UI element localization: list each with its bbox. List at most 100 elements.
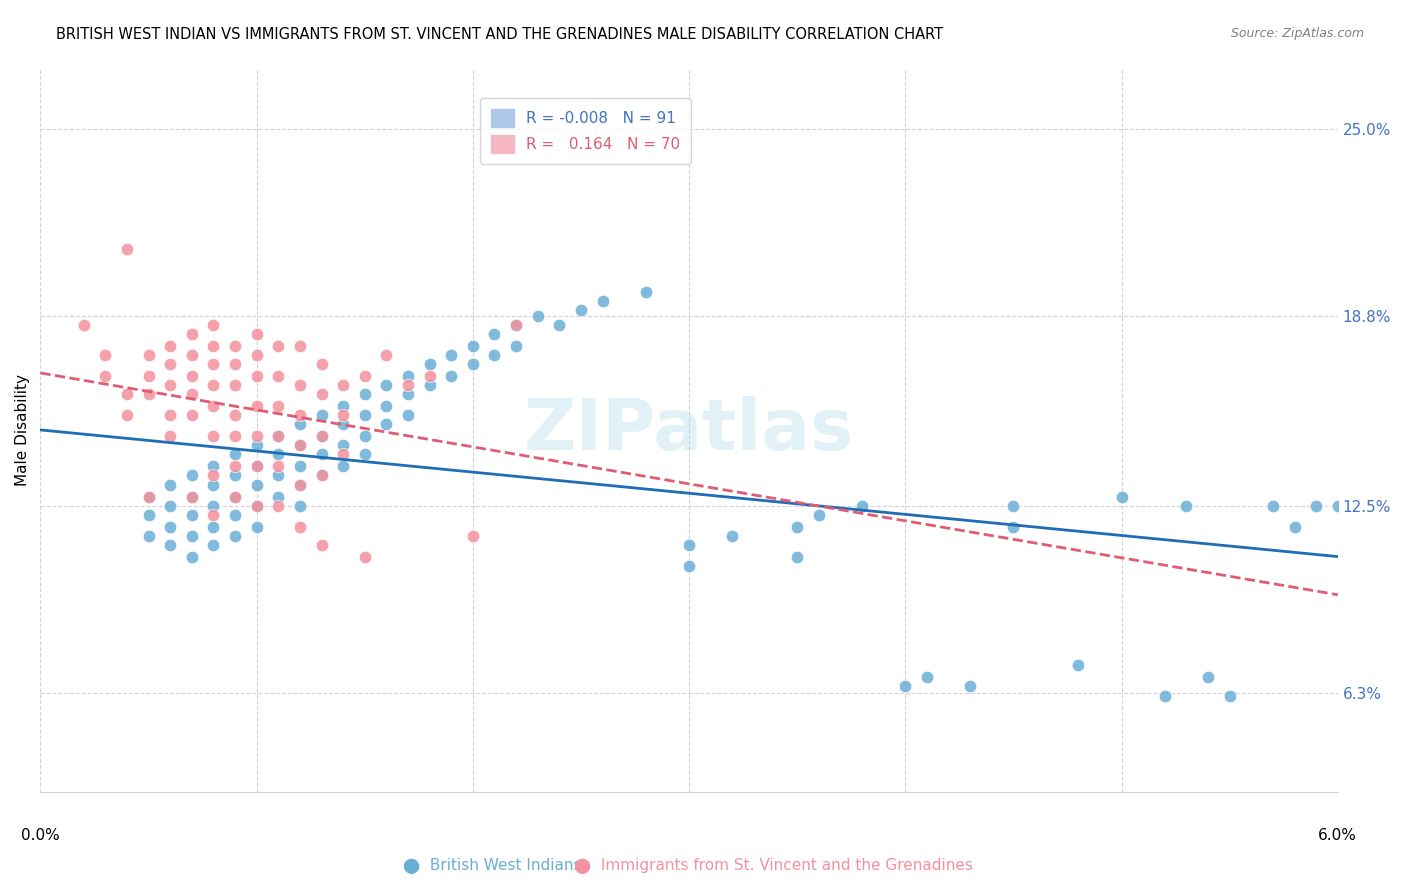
Point xyxy=(159,499,181,513)
Point xyxy=(159,538,181,552)
Point xyxy=(138,369,160,384)
Point xyxy=(202,318,225,332)
Point xyxy=(202,477,225,491)
Point xyxy=(461,357,484,371)
Point xyxy=(246,499,269,513)
Point xyxy=(246,459,269,474)
Point xyxy=(138,387,160,401)
Point xyxy=(353,447,375,461)
Point xyxy=(224,429,246,443)
Point xyxy=(332,459,354,474)
Point xyxy=(332,408,354,422)
Point xyxy=(526,309,548,323)
Point xyxy=(115,408,138,422)
Point xyxy=(202,499,225,513)
Point xyxy=(202,468,225,483)
Point xyxy=(202,339,225,353)
Point xyxy=(548,318,571,332)
Point xyxy=(159,429,181,443)
Point xyxy=(246,348,269,362)
Point xyxy=(311,429,333,443)
Point xyxy=(353,408,375,422)
Point xyxy=(159,339,181,353)
Point xyxy=(288,408,311,422)
Point xyxy=(807,508,830,522)
Point xyxy=(159,378,181,392)
Point xyxy=(115,243,138,257)
Text: 6.0%: 6.0% xyxy=(1319,828,1357,843)
Point xyxy=(1326,499,1348,513)
Point xyxy=(396,369,419,384)
Point xyxy=(138,348,160,362)
Point xyxy=(1002,519,1025,533)
Point xyxy=(267,499,290,513)
Point xyxy=(786,519,808,533)
Point xyxy=(311,429,333,443)
Point xyxy=(332,399,354,413)
Point xyxy=(267,447,290,461)
Point xyxy=(202,378,225,392)
Point xyxy=(915,670,938,684)
Point xyxy=(375,348,398,362)
Point xyxy=(246,499,269,513)
Point xyxy=(311,538,333,552)
Point xyxy=(311,357,333,371)
Point xyxy=(786,549,808,564)
Point xyxy=(396,387,419,401)
Point xyxy=(505,318,527,332)
Point xyxy=(569,302,592,317)
Point xyxy=(224,529,246,543)
Point xyxy=(419,357,441,371)
Text: BRITISH WEST INDIAN VS IMMIGRANTS FROM ST. VINCENT AND THE GRENADINES MALE DISAB: BRITISH WEST INDIAN VS IMMIGRANTS FROM S… xyxy=(56,27,943,42)
Point xyxy=(332,417,354,432)
Point xyxy=(288,477,311,491)
Point xyxy=(505,318,527,332)
Point xyxy=(224,459,246,474)
Point xyxy=(353,369,375,384)
Point xyxy=(94,369,117,384)
Point xyxy=(267,399,290,413)
Legend: R = -0.008   N = 91, R =   0.164   N = 70: R = -0.008 N = 91, R = 0.164 N = 70 xyxy=(479,98,690,164)
Point xyxy=(246,326,269,341)
Point xyxy=(267,339,290,353)
Point xyxy=(375,399,398,413)
Point xyxy=(246,519,269,533)
Point xyxy=(138,490,160,504)
Point xyxy=(1067,658,1090,673)
Point xyxy=(138,529,160,543)
Point xyxy=(288,417,311,432)
Point xyxy=(202,538,225,552)
Text: ⬤  British West Indians: ⬤ British West Indians xyxy=(404,858,581,874)
Point xyxy=(224,490,246,504)
Point xyxy=(288,339,311,353)
Point xyxy=(138,508,160,522)
Point xyxy=(461,529,484,543)
Point xyxy=(1175,499,1198,513)
Point xyxy=(180,508,202,522)
Point xyxy=(484,348,506,362)
Point xyxy=(138,490,160,504)
Point xyxy=(180,369,202,384)
Point xyxy=(484,326,506,341)
Point xyxy=(202,459,225,474)
Point xyxy=(159,519,181,533)
Point xyxy=(267,429,290,443)
Point xyxy=(353,549,375,564)
Point xyxy=(224,468,246,483)
Point xyxy=(353,429,375,443)
Point xyxy=(288,438,311,452)
Point xyxy=(267,468,290,483)
Point xyxy=(224,408,246,422)
Point xyxy=(246,459,269,474)
Point xyxy=(202,508,225,522)
Point xyxy=(1261,499,1284,513)
Point xyxy=(224,339,246,353)
Point xyxy=(461,339,484,353)
Text: 0.0%: 0.0% xyxy=(21,828,60,843)
Point xyxy=(288,477,311,491)
Point xyxy=(592,293,614,308)
Point xyxy=(288,378,311,392)
Point xyxy=(1284,519,1306,533)
Point xyxy=(115,387,138,401)
Point xyxy=(419,378,441,392)
